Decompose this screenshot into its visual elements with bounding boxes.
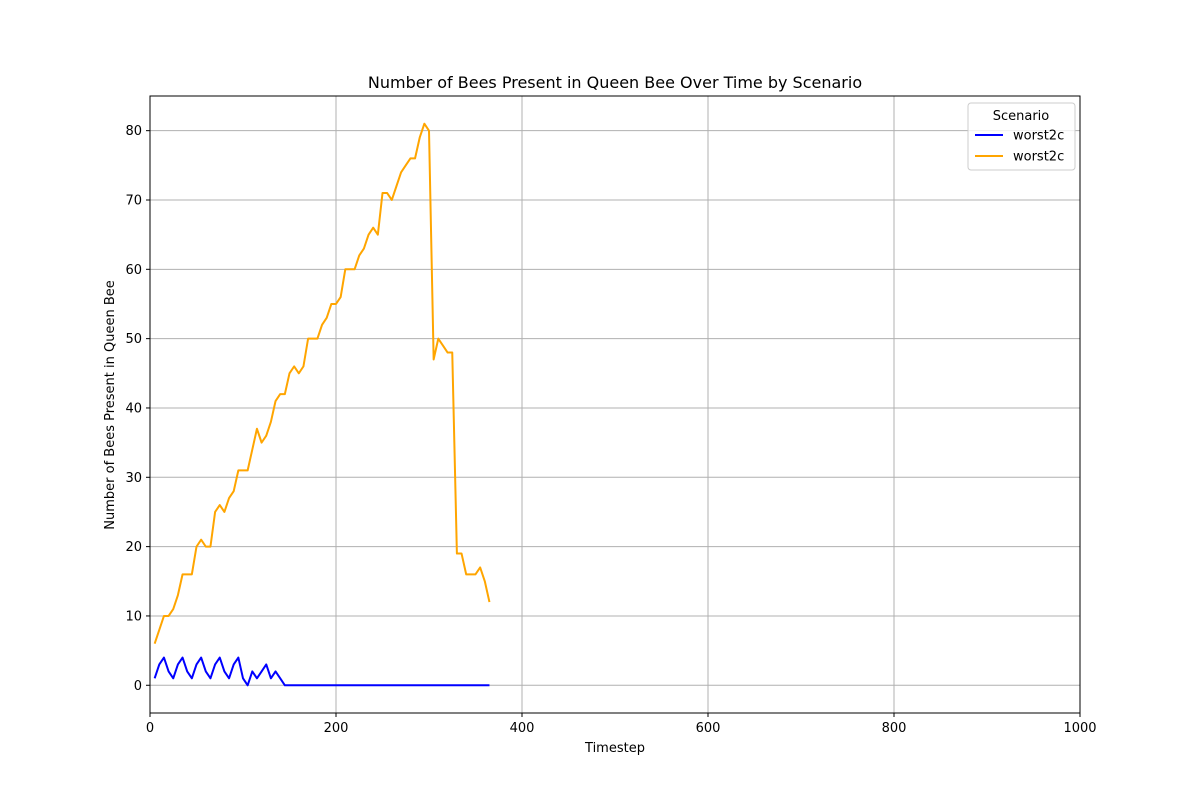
x-tick-label: 200 xyxy=(324,721,349,736)
legend-box xyxy=(967,102,1076,171)
series-line-2 xyxy=(153,122,491,644)
x-axis-ticks: 0 200 400 600 800 1000 xyxy=(146,713,1097,736)
y-tick-label: 20 xyxy=(125,540,142,555)
legend-label-2: worst2c xyxy=(1013,150,1064,165)
legend: Scenario worst2c worst2c xyxy=(967,102,1076,171)
y-tick-label: 70 xyxy=(125,193,142,208)
x-axis-label: Timestep xyxy=(584,741,645,756)
x-tick-label: 600 xyxy=(696,721,721,736)
plot-frame xyxy=(149,95,1081,714)
legend-entries: worst2c worst2c xyxy=(975,129,1064,165)
chart-title: Number of Bees Present in Queen Bee Over… xyxy=(368,73,862,92)
x-tick-label: 400 xyxy=(510,721,535,736)
series-lines xyxy=(153,122,491,687)
grid xyxy=(149,96,1081,713)
legend-title: Scenario xyxy=(993,109,1050,124)
series-line-1 xyxy=(153,656,490,687)
y-tick-label: 80 xyxy=(125,124,142,139)
y-axis-label: Number of Bees Present in Queen Bee xyxy=(103,280,118,529)
y-tick-label: 0 xyxy=(134,679,142,694)
y-tick-label: 60 xyxy=(125,263,142,278)
y-axis-ticks: 0 10 20 30 40 50 60 70 80 xyxy=(125,124,150,694)
y-tick-label: 50 xyxy=(125,332,142,347)
x-tick-label: 800 xyxy=(882,721,907,736)
legend-label-1: worst2c xyxy=(1013,129,1064,144)
x-tick-label: 1000 xyxy=(1063,721,1096,736)
y-tick-label: 30 xyxy=(125,471,142,486)
y-tick-label: 40 xyxy=(125,401,142,416)
y-tick-label: 10 xyxy=(125,609,142,624)
x-tick-label: 0 xyxy=(146,721,154,736)
